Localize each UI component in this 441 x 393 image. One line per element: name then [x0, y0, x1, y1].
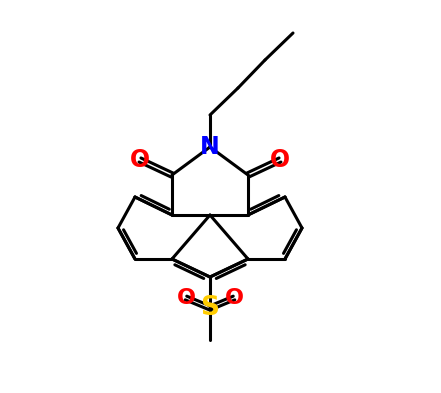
Text: O: O: [130, 148, 150, 172]
Text: S: S: [201, 295, 220, 321]
Text: N: N: [200, 135, 220, 159]
Text: O: O: [270, 148, 290, 172]
Text: O: O: [176, 288, 195, 308]
Text: O: O: [224, 288, 243, 308]
